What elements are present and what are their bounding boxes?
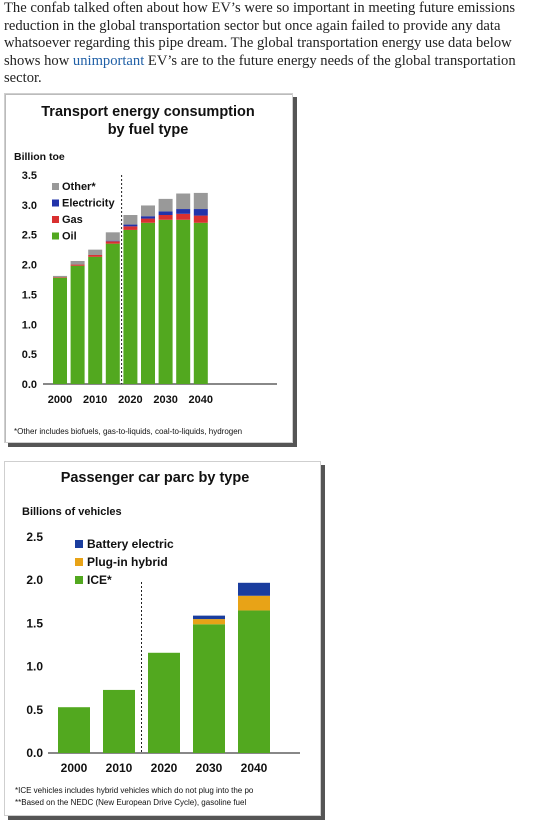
bar-segment-gas-2040 xyxy=(193,215,208,223)
y-tick-label: 0.5 xyxy=(26,703,43,717)
bar-segment-oil-2020 xyxy=(123,229,138,384)
y-tick-label: 3.0 xyxy=(22,200,37,212)
legend-label-gas: Gas xyxy=(62,214,83,226)
bar-segment-electricity-2035 xyxy=(176,209,191,214)
bar-segment-battery-electric-2030 xyxy=(193,615,225,620)
legend-swatch-oil xyxy=(52,232,59,240)
bar-segment-electricity-2040 xyxy=(193,209,208,216)
bar-segment-ice-2010 xyxy=(103,689,135,753)
bar-segment-oil-2030 xyxy=(158,219,173,384)
x-tick-label: 2020 xyxy=(151,761,178,775)
x-tick-label: 2020 xyxy=(118,394,142,406)
bar-segment-oil-2025 xyxy=(141,222,155,384)
chart-footnote-1: *ICE vehicles includes hybrid vehicles w… xyxy=(15,786,254,795)
bar-segment-other-2000 xyxy=(53,275,67,278)
bar-segment-gas-2015 xyxy=(105,241,120,244)
chart-card-passenger-car-parc: Passenger car parc by type Billions of v… xyxy=(4,461,321,816)
passenger-car-chart: Passenger car parc by type Billions of v… xyxy=(15,470,300,807)
y-tick-label: 1.0 xyxy=(26,660,43,674)
legend-label-other: Other* xyxy=(62,181,96,193)
bar-segment-other-2020 xyxy=(123,215,138,225)
bar-segment-oil-2010 xyxy=(88,256,103,384)
y-tick-label: 1.0 xyxy=(22,319,37,331)
bar-segment-gas-2035 xyxy=(176,213,191,220)
x-tick-label: 2000 xyxy=(61,761,88,775)
legend-swatch-battery-electric xyxy=(75,540,83,548)
bar-segment-ice-2030 xyxy=(193,624,225,753)
legend-swatch-gas xyxy=(52,216,59,223)
chart-footnote: *Other includes biofuels, gas-to-liquids… xyxy=(14,427,242,436)
bar-segment-other-2030 xyxy=(158,198,173,212)
legend-label-ice: ICE* xyxy=(87,573,112,587)
legend-swatch-ice xyxy=(75,576,83,584)
bar-segment-other-2035 xyxy=(176,193,191,210)
chart-card-transport-energy: Transport energy consumption by fuel typ… xyxy=(4,93,293,443)
y-tick-label: 2.5 xyxy=(22,230,37,242)
x-tick-label: 2040 xyxy=(189,394,213,406)
y-tick-label: 1.5 xyxy=(26,616,43,630)
bar-segment-oil-2040 xyxy=(193,222,208,384)
chart-footnote-2: **Based on the NEDC (New European Drive … xyxy=(15,798,246,807)
bar-segment-other-2040 xyxy=(193,192,208,210)
y-axis-label: Billions of vehicles xyxy=(22,506,122,518)
x-tick-label: 2010 xyxy=(106,761,133,775)
y-axis-label: Billion toe xyxy=(14,151,65,163)
bar-segment-ice-2040 xyxy=(238,610,270,753)
bar-segment-electricity-2020 xyxy=(123,224,138,227)
bar-segment-plug-in-hybrid-2030 xyxy=(193,619,225,625)
x-tick-label: 2010 xyxy=(83,394,107,406)
bar-segment-other-2015 xyxy=(105,232,120,241)
legend-swatch-other xyxy=(52,183,59,190)
article-link[interactable]: unimportant xyxy=(72,52,145,69)
bar-segment-gas-2030 xyxy=(158,215,173,220)
bar-segment-gas-2000 xyxy=(53,277,67,278)
bar-segment-electricity-2015 xyxy=(105,240,120,242)
chart-title-line2: by fuel type xyxy=(108,122,189,138)
bar-segment-gas-2005 xyxy=(70,264,85,266)
legend-swatch-electricity xyxy=(52,199,59,207)
y-tick-label: 0.5 xyxy=(22,349,37,361)
bar-segment-ice-2020 xyxy=(148,652,180,753)
bar-segment-oil-2000 xyxy=(53,277,67,384)
y-tick-label: 2.0 xyxy=(22,260,37,272)
article-text-after: EV’s are to the future energy needs of t… xyxy=(4,52,516,87)
bar-segment-other-2005 xyxy=(70,260,85,265)
transport-energy-chart: Transport energy consumption by fuel typ… xyxy=(14,104,277,436)
y-tick-label: 1.5 xyxy=(22,289,37,301)
y-tick-label: 3.5 xyxy=(22,170,37,182)
legend-swatch-plug-in-hybrid xyxy=(75,558,83,566)
chart-title-line1: Transport energy consumption xyxy=(41,104,255,120)
bar-segment-ice-2000 xyxy=(58,707,90,753)
bar-segment-electricity-2030 xyxy=(158,211,173,216)
chart-title: Passenger car parc by type xyxy=(61,470,250,486)
bar-segment-battery-electric-2040 xyxy=(238,582,270,596)
bar-segment-gas-2020 xyxy=(123,226,138,230)
bar-segment-plug-in-hybrid-2040 xyxy=(238,595,270,611)
bar-segment-gas-2010 xyxy=(88,255,103,257)
legend-label-plug-in-hybrid: Plug-in hybrid xyxy=(87,555,168,569)
legend-label-battery-electric: Battery electric xyxy=(87,537,174,551)
y-tick-label: 2.0 xyxy=(26,573,43,587)
article-text-before: The confab talked often about how EV’s w… xyxy=(4,0,516,69)
bar-segment-gas-2025 xyxy=(141,218,155,223)
y-tick-label: 2.5 xyxy=(26,530,43,544)
x-tick-label: 2000 xyxy=(48,394,72,406)
x-tick-label: 2040 xyxy=(241,761,268,775)
x-tick-label: 2030 xyxy=(196,761,223,775)
bar-segment-other-2010 xyxy=(88,249,103,256)
bar-segment-oil-2015 xyxy=(105,243,120,384)
bar-segment-other-2025 xyxy=(141,205,155,217)
bar-segment-electricity-2025 xyxy=(141,216,155,219)
bar-segment-oil-2035 xyxy=(176,219,191,384)
article-paragraph: The confab talked often about how EV’s w… xyxy=(4,0,544,88)
legend-label-oil: Oil xyxy=(62,231,77,243)
bar-segment-oil-2005 xyxy=(70,265,85,384)
legend-label-electricity: Electricity xyxy=(62,198,115,210)
y-tick-label: 0.0 xyxy=(26,746,43,760)
x-tick-label: 2030 xyxy=(153,394,177,406)
y-tick-label: 0.0 xyxy=(22,379,37,391)
